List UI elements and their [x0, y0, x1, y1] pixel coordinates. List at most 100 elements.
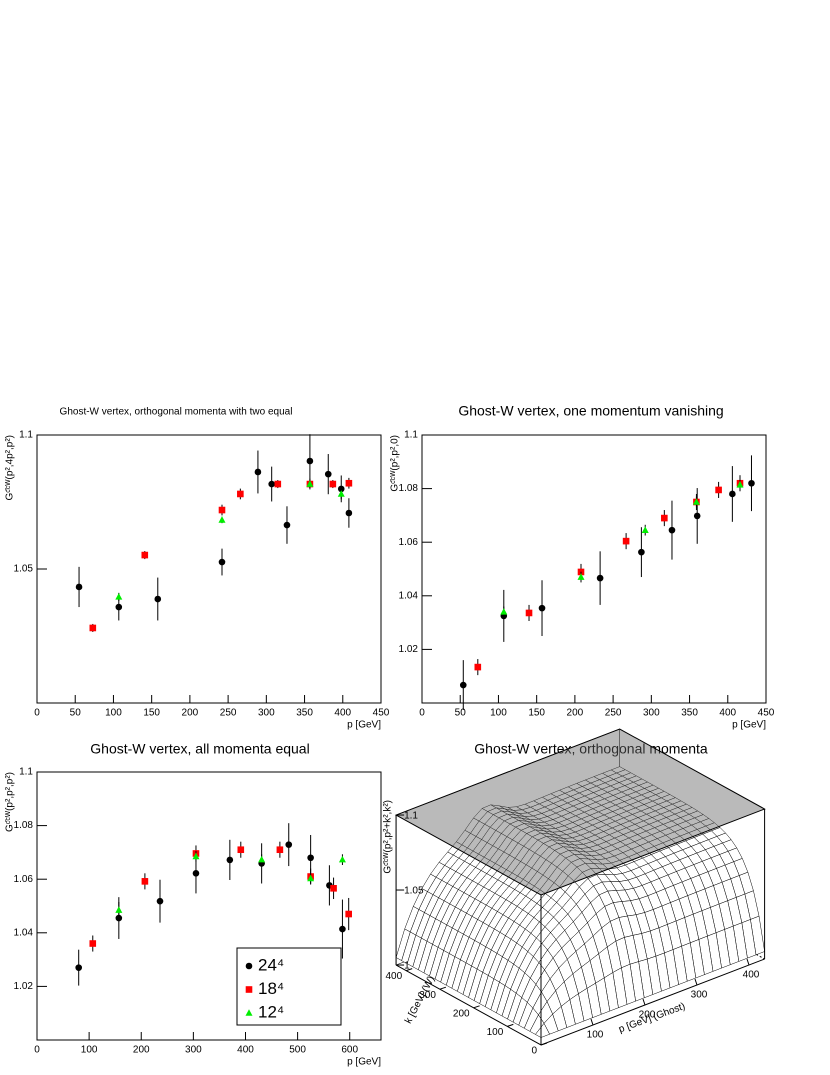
- y-tick-label: 1.08: [399, 483, 419, 494]
- chart-title: Ghost-W vertex, orthogonal momenta: [474, 741, 708, 757]
- point: [622, 537, 630, 545]
- x-tick-label: 100: [587, 1030, 604, 1041]
- point: [192, 852, 200, 860]
- point: [307, 854, 314, 862]
- point: [638, 548, 645, 556]
- point: [339, 925, 346, 933]
- point: [218, 558, 226, 566]
- x-tick-label: 250: [220, 708, 237, 719]
- point: [668, 526, 676, 534]
- x-tick-label: 300: [643, 708, 660, 719]
- point: [226, 856, 234, 864]
- point: [89, 624, 97, 632]
- point: [345, 479, 353, 487]
- x-axis-label: p [GeV]: [732, 720, 766, 731]
- x-tick-label: 300: [691, 990, 708, 1001]
- point: [748, 479, 755, 487]
- y-tick: [439, 986, 447, 990]
- x-tick-label: 400: [334, 708, 351, 719]
- x-tick-label: 400: [719, 708, 736, 719]
- y-tick-label: 200: [453, 1008, 470, 1019]
- point: [538, 604, 546, 612]
- y-tick: [540, 1042, 548, 1046]
- legend-box: [236, 947, 342, 1026]
- legend-label: 12⁴: [258, 1002, 284, 1021]
- x-tick-label: 350: [681, 708, 698, 719]
- point: [141, 551, 149, 559]
- point: [237, 490, 244, 498]
- point: [324, 470, 332, 478]
- x-tick-label: 200: [182, 708, 199, 719]
- point: [596, 574, 604, 582]
- y-axis-label: Gᶜ̄ᶜᵂ(p²,p²,0): [390, 435, 401, 492]
- x-tick-label: 150: [143, 708, 160, 719]
- y-tick-label: 400: [386, 971, 403, 982]
- point: [285, 841, 293, 848]
- point: [307, 874, 315, 882]
- x-tick-label: 200: [133, 1045, 150, 1056]
- x-tick: [590, 1018, 594, 1026]
- point: [258, 855, 266, 863]
- z-tick-label: 1: [404, 961, 410, 972]
- point: [329, 480, 337, 488]
- y-tick-label: 1.1: [19, 767, 33, 778]
- x-axis-label: p [GeV] (Ghost): [617, 1001, 687, 1035]
- x-tick-label: 0: [419, 708, 425, 719]
- point: [254, 468, 262, 476]
- point: [474, 663, 482, 671]
- point: [330, 885, 337, 892]
- legend-marker: [245, 986, 253, 993]
- point: [154, 595, 162, 603]
- chart-title: Ghost-W vertex, orthogonal momenta with …: [60, 407, 293, 418]
- x-tick-label: 250: [605, 708, 622, 719]
- x-tick-label: 500: [289, 1045, 306, 1056]
- z-tick-label: 1.1: [404, 811, 418, 822]
- x-tick: [694, 978, 698, 986]
- y-tick-label: 1.04: [399, 590, 419, 601]
- y-tick-label: 1.06: [399, 537, 419, 548]
- plot-frame: [421, 434, 767, 704]
- y-tick-label: 1.08: [14, 820, 34, 831]
- point: [345, 910, 352, 918]
- legend-marker: [245, 1009, 253, 1016]
- x-tick-label: 200: [639, 1010, 656, 1021]
- y-axis-label: Gᶜ̄ᶜᵂ(p²,p²,p²): [5, 772, 16, 832]
- x-tick-label: 300: [258, 708, 275, 719]
- point: [283, 521, 291, 529]
- x-tick-label: 450: [758, 708, 775, 719]
- point: [75, 964, 82, 971]
- x-tick-label: 450: [373, 708, 390, 719]
- y-tick-label: 1.1: [19, 430, 33, 441]
- legend-marker: [245, 962, 253, 970]
- x-tick-label: 400: [743, 970, 760, 981]
- x-tick-label: 150: [528, 708, 545, 719]
- y-tick-label: 1.1: [404, 430, 418, 441]
- point: [693, 512, 701, 520]
- point: [338, 855, 346, 863]
- y-axis-label: Gᶜ̄ᶜᵂ(p²,4p²,p²): [5, 435, 16, 501]
- surface-cell: [535, 1022, 550, 1038]
- x-tick-label: 200: [567, 708, 584, 719]
- y-tick-label: 1.05: [14, 564, 34, 575]
- point: [736, 481, 744, 488]
- chart-title: Ghost-W vertex, all momenta equal: [90, 741, 309, 757]
- x-tick-label: 100: [81, 1045, 98, 1056]
- y-tick-label: 1.02: [399, 644, 419, 655]
- x-axis-label: p [GeV]: [347, 1057, 381, 1068]
- x-tick-label: 0: [34, 708, 40, 719]
- y-tick: [507, 1023, 514, 1027]
- point: [661, 514, 668, 522]
- point: [156, 897, 164, 905]
- point: [115, 603, 123, 611]
- point: [268, 480, 275, 488]
- point: [115, 593, 123, 600]
- x-tick-label: 100: [490, 708, 507, 719]
- y-tick-label: 100: [487, 1027, 504, 1038]
- point: [337, 490, 345, 497]
- point: [345, 509, 353, 517]
- y-tick-label: 1.06: [14, 874, 34, 885]
- point: [276, 846, 284, 854]
- chart-title: Ghost-W vertex, one momentum vanishing: [458, 403, 723, 419]
